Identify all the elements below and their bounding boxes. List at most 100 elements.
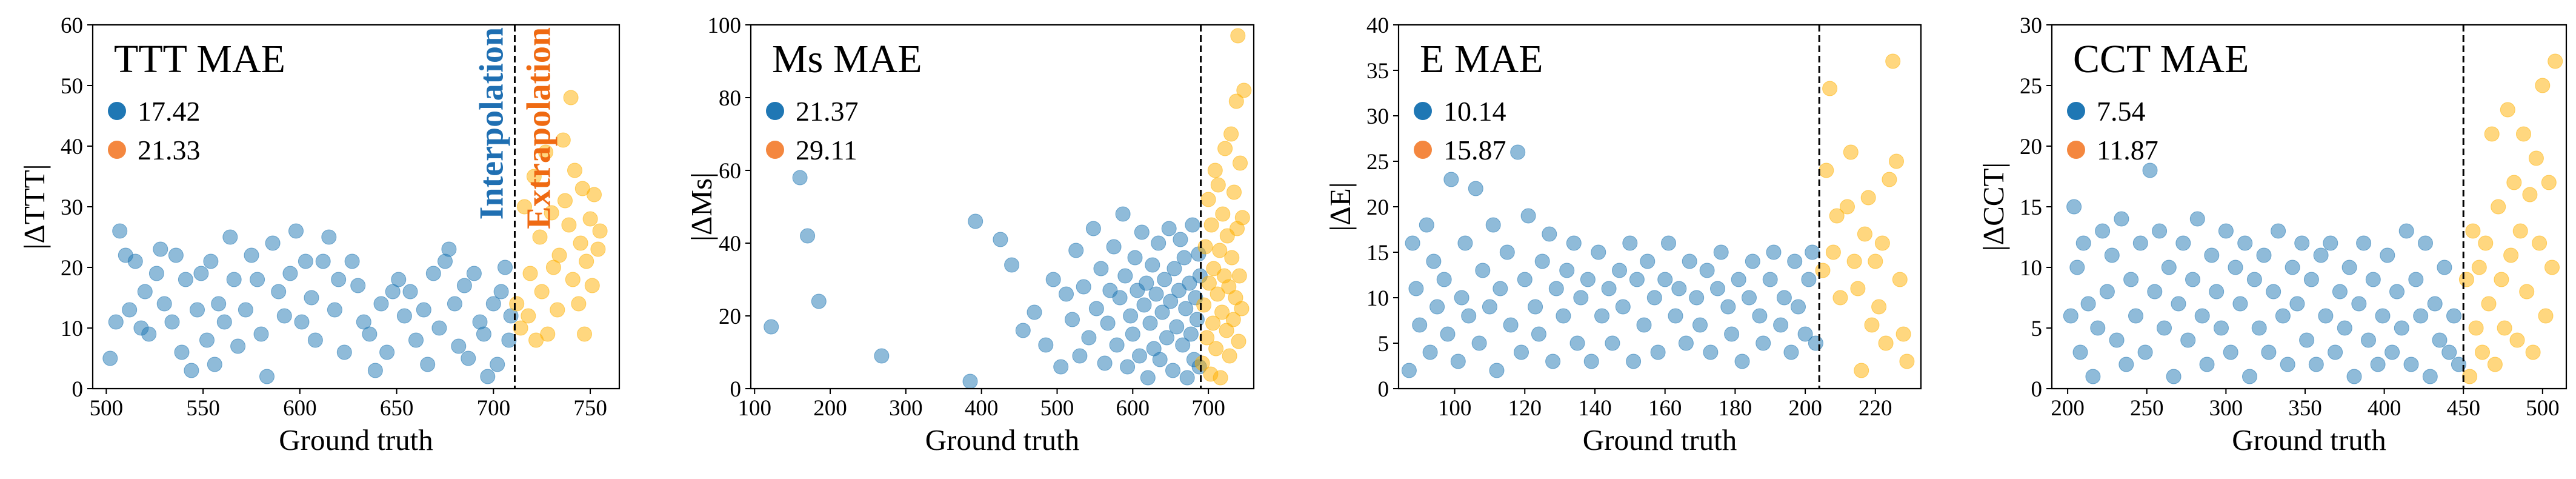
- data-point: [1482, 299, 1497, 315]
- x-tick-label: 100: [1438, 396, 1472, 421]
- data-point: [141, 326, 157, 342]
- data-point: [2346, 369, 2362, 384]
- data-point: [2180, 332, 2196, 348]
- data-point: [592, 223, 608, 239]
- data-point: [1822, 81, 1838, 96]
- chart-panel-3: 100 120 140 160 180 200 220 0 5 10 15 20 25 30 35 40 Gro…: [1323, 13, 1922, 457]
- data-point: [1678, 335, 1694, 351]
- data-point: [1805, 244, 1820, 260]
- data-point: [800, 228, 816, 244]
- legend-value: 21.33: [138, 135, 201, 166]
- data-point: [2285, 260, 2300, 275]
- data-point: [550, 302, 565, 318]
- data-point: [1142, 315, 1158, 331]
- data-point: [2114, 211, 2129, 227]
- data-point: [1724, 326, 1740, 342]
- legend-marker-interpolation: [766, 102, 784, 120]
- data-point: [1233, 155, 1248, 171]
- data-point: [573, 235, 588, 251]
- data-point: [391, 272, 407, 287]
- data-point: [1419, 217, 1434, 233]
- data-point: [1132, 348, 1147, 364]
- data-point: [1752, 308, 1768, 324]
- data-point: [2519, 284, 2535, 300]
- data-point: [1165, 363, 1180, 378]
- data-point: [764, 319, 779, 335]
- data-point: [526, 169, 542, 184]
- data-point: [1125, 326, 1140, 342]
- data-point: [1426, 253, 1442, 269]
- data-point: [253, 326, 269, 342]
- y-tick-label: 0: [730, 377, 742, 402]
- x-tick-label: 700: [477, 396, 511, 421]
- data-point: [1183, 326, 1199, 342]
- data-point: [2471, 260, 2487, 275]
- data-point: [2228, 260, 2243, 275]
- data-point: [1068, 243, 1084, 258]
- data-point: [1178, 301, 1194, 317]
- x-tick-label: 600: [1116, 396, 1150, 421]
- y-tick-label: 10: [61, 317, 83, 341]
- data-point: [1231, 333, 1246, 349]
- data-point: [321, 229, 337, 245]
- data-point: [2509, 332, 2525, 348]
- data-point: [962, 373, 978, 389]
- data-point: [1503, 317, 1519, 333]
- data-point: [2478, 235, 2494, 251]
- data-point: [164, 314, 180, 330]
- data-point: [1454, 290, 1469, 306]
- data-point: [1682, 253, 1697, 269]
- data-point: [1756, 335, 1771, 351]
- x-tick-label: 350: [2288, 396, 2322, 421]
- data-point: [431, 320, 447, 336]
- data-point: [1205, 315, 1221, 331]
- x-tick-label: 450: [2446, 396, 2480, 421]
- data-point: [1226, 184, 1242, 200]
- legend-value: 21.37: [796, 96, 859, 127]
- data-point: [2475, 344, 2490, 360]
- data-point: [1832, 290, 1848, 306]
- y-tick-label: 30: [61, 195, 83, 220]
- data-point: [2403, 357, 2419, 372]
- data-point: [1829, 208, 1845, 224]
- data-point: [2481, 296, 2497, 312]
- data-point: [2199, 357, 2215, 372]
- data-point: [1139, 275, 1154, 291]
- data-point: [1194, 355, 1210, 371]
- data-point: [2132, 235, 2148, 251]
- data-point: [555, 132, 571, 148]
- data-point: [584, 278, 600, 293]
- data-point: [485, 296, 501, 312]
- data-point: [1224, 250, 1240, 266]
- data-point: [1566, 235, 1582, 251]
- data-point: [1534, 253, 1550, 269]
- x-tick-label: 100: [737, 396, 771, 421]
- data-point: [1699, 263, 1715, 278]
- data-point: [1163, 293, 1179, 309]
- data-point: [2506, 175, 2522, 190]
- data-point: [2085, 369, 2101, 384]
- data-point: [1059, 286, 1074, 302]
- data-point: [1112, 290, 1128, 306]
- data-point: [1217, 141, 1233, 156]
- data-point: [1871, 299, 1887, 315]
- data-point: [1117, 268, 1133, 284]
- data-point: [2237, 235, 2253, 251]
- data-point: [1179, 370, 1195, 386]
- data-point: [792, 170, 808, 186]
- data-point: [207, 357, 222, 372]
- data-point: [344, 253, 360, 269]
- data-point: [1766, 244, 1782, 260]
- data-point: [2398, 223, 2414, 239]
- data-point: [402, 284, 418, 300]
- x-axis-label: Ground truth: [2232, 423, 2386, 457]
- data-point: [1440, 326, 1456, 342]
- data-point: [2484, 126, 2500, 142]
- data-point: [1196, 297, 1212, 313]
- data-point: [534, 284, 550, 300]
- series-interpolation: [102, 223, 519, 384]
- data-point: [184, 363, 199, 378]
- data-point: [1182, 275, 1197, 291]
- data-point: [1004, 257, 1020, 273]
- data-point: [108, 314, 124, 330]
